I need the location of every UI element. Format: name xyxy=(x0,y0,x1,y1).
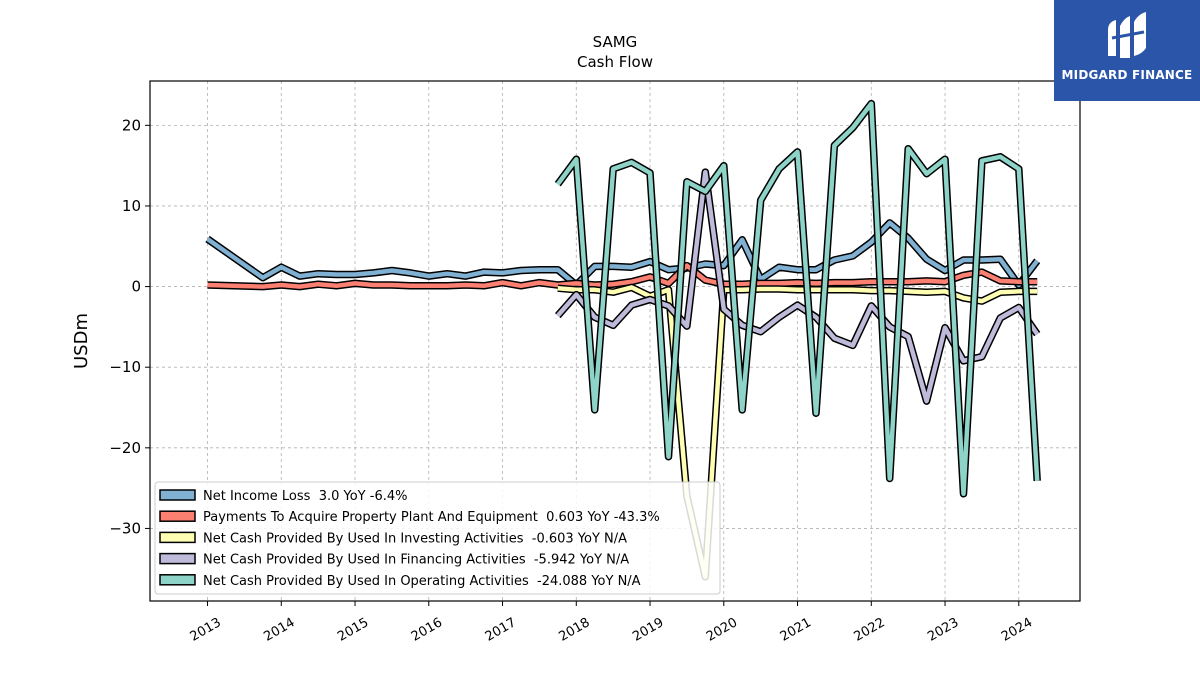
y-tick-label: −20 xyxy=(109,439,141,457)
x-tick-label: 2016 xyxy=(409,615,445,645)
y-tick-label: −30 xyxy=(109,519,141,537)
legend: Net Income Loss 3.0 YoY -6.4% Payments To… xyxy=(154,481,721,595)
x-tick-label: 2018 xyxy=(556,615,592,645)
y-tick-label: −10 xyxy=(109,358,141,376)
y-axis-label: USDm xyxy=(71,313,92,369)
legend-entry: Net Cash Provided By Used In Investing A… xyxy=(203,531,627,546)
series-lines xyxy=(205,99,1041,581)
y-tick-label: 0 xyxy=(131,278,141,296)
y-tick-label: 10 xyxy=(122,197,141,215)
y-axis-ticks: 20 10 0 −10 −20 −30 xyxy=(109,116,150,537)
series-line-5 xyxy=(555,101,1040,497)
legend-swatch xyxy=(159,552,196,565)
logo-text: MIDGARD FINANCE xyxy=(1061,68,1193,82)
chart-subtitle: Cash Flow xyxy=(577,53,653,71)
chart-title: SAMG xyxy=(593,33,638,51)
legend-entry: Net Cash Provided By Used In Financing A… xyxy=(203,553,629,568)
x-tick-label: 2021 xyxy=(778,615,814,645)
x-tick-label: 2024 xyxy=(999,615,1035,645)
x-tick-label: 2023 xyxy=(925,615,961,645)
midgard-logo-icon xyxy=(1108,12,1146,58)
legend-entry: Net Income Loss 3.0 YoY -6.4% xyxy=(203,489,407,504)
x-tick-label: 2014 xyxy=(261,615,297,645)
x-axis-ticks: 2013 2014 2015 2016 2017 2018 2019 2020 2021 2022… xyxy=(188,601,1035,645)
legend-swatch xyxy=(159,531,196,544)
x-tick-label: 2020 xyxy=(704,615,740,645)
legend-swatch xyxy=(159,574,196,586)
x-tick-label: 2015 xyxy=(335,615,371,645)
x-tick-label: 2022 xyxy=(851,615,887,645)
series-line-1 xyxy=(206,220,1039,288)
legend-entry: Payments To Acquire Property Plant And E… xyxy=(203,510,660,525)
legend-swatch xyxy=(159,510,196,522)
series-line-3 xyxy=(557,285,1038,580)
y-tick-label: 20 xyxy=(122,116,141,134)
series-line-2 xyxy=(207,263,1038,289)
x-tick-label: 2013 xyxy=(188,615,224,645)
x-tick-label: 2017 xyxy=(483,615,519,645)
x-tick-label: 2019 xyxy=(630,615,666,645)
legend-entry: Net Cash Provided By Used In Operating A… xyxy=(203,574,641,589)
legend-swatch xyxy=(159,489,196,501)
plot-frame xyxy=(149,80,1081,602)
legend-box xyxy=(154,481,721,595)
midgard-finance-logo: MIDGARD FINANCE xyxy=(1054,0,1200,101)
